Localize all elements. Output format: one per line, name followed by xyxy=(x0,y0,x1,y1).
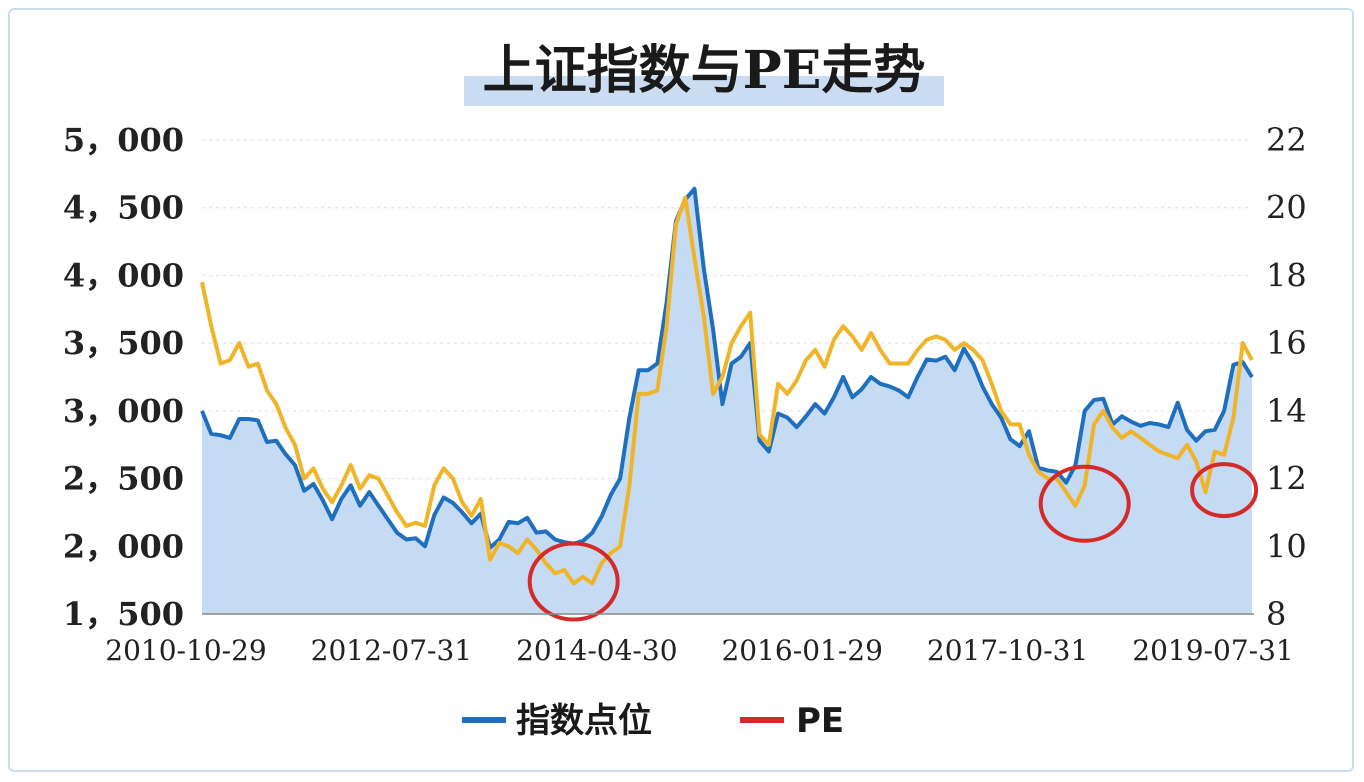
chart-title: 上证指数与PE走势 xyxy=(483,40,926,101)
x-tick-label: 2019-07-31 xyxy=(1132,634,1293,667)
left-tick-label: 2，500 xyxy=(63,460,184,498)
left-tick-label: 4，000 xyxy=(63,256,184,294)
annotation-circle xyxy=(1038,464,1131,543)
x-tick-label: 2010-10-29 xyxy=(105,634,266,667)
right-tick-label: 18 xyxy=(1266,256,1307,294)
x-tick-label: 2017-10-31 xyxy=(927,634,1088,667)
left-tick-label: 3，500 xyxy=(63,324,184,362)
x-tick-label: 2016-01-29 xyxy=(721,634,882,667)
annotation-circle xyxy=(1190,462,1259,519)
series-lines xyxy=(200,186,1254,586)
x-tick-label: 2012-07-31 xyxy=(311,634,472,667)
right-tick-label: 12 xyxy=(1266,460,1307,498)
right-tick-label: 10 xyxy=(1266,527,1307,565)
right-tick-label: 8 xyxy=(1266,595,1286,633)
left-axis-ticks: 1，500 2，000 2，500 3，000 3，500 4，000 4，500 5，000 xyxy=(63,121,184,633)
left-tick-label: 4，500 xyxy=(63,189,184,227)
index-series-line xyxy=(200,186,1254,550)
left-tick-label: 5，000 xyxy=(63,121,184,159)
left-tick-label: 2，000 xyxy=(63,527,184,565)
title-highlight xyxy=(464,76,944,106)
legend-label-pe: PE xyxy=(796,701,844,741)
index-area-fill xyxy=(202,188,1252,615)
left-tick-label: 1，500 xyxy=(63,595,184,633)
right-axis-ticks: 8 10 12 14 16 18 20 22 xyxy=(1266,121,1307,633)
legend-label-index: 指数点位 xyxy=(516,701,652,741)
right-tick-label: 16 xyxy=(1266,324,1307,362)
x-axis-ticks: 2010-10-29 2012-07-31 2014-04-30 2016-01-29… xyxy=(105,634,1293,667)
legend: 指数点位 PE xyxy=(462,701,844,741)
left-tick-label: 3，000 xyxy=(63,392,184,430)
right-tick-label: 20 xyxy=(1266,189,1307,227)
area-fill-layer xyxy=(202,188,1252,615)
x-tick-label: 2014-04-30 xyxy=(516,634,677,667)
right-tick-label: 22 xyxy=(1266,121,1307,159)
right-tick-label: 14 xyxy=(1266,392,1307,430)
annotation-circles xyxy=(527,462,1259,622)
pe-series-line xyxy=(200,195,1254,586)
annotation-circle xyxy=(527,541,620,622)
chart-frame xyxy=(8,8,1354,772)
